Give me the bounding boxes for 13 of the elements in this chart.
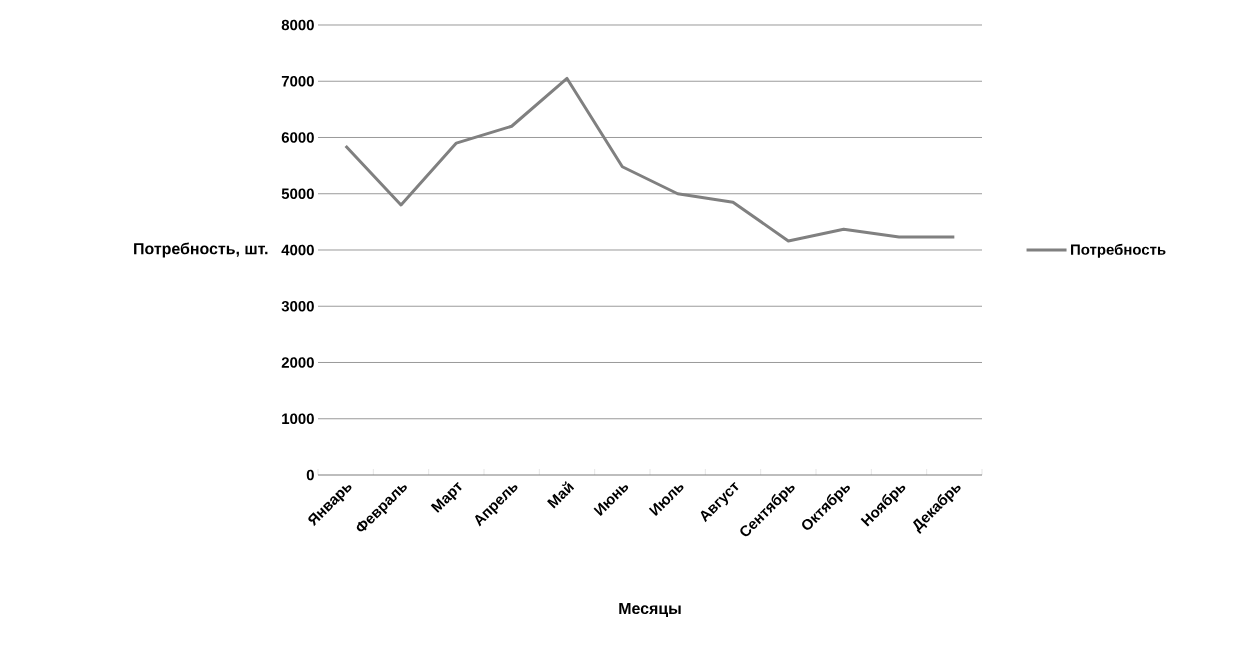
y-tick-label: 8000 [281, 19, 314, 31]
x-axis-title: Месяцы [619, 602, 681, 618]
line-series [344, 76, 956, 243]
y-tick-label: 0 [306, 469, 314, 481]
y-tick-label: 7000 [281, 75, 314, 87]
y-axis-title: Потребность, шт. [134, 242, 268, 258]
y-tick-label: 2000 [281, 357, 314, 368]
y-tick-label: 4000 [281, 244, 314, 256]
legend-label: Потребность [1071, 243, 1166, 258]
y-tick-label: 5000 [281, 188, 314, 200]
y-tick-label: 3000 [281, 300, 314, 312]
y-tick-label: 6000 [281, 132, 314, 143]
y-tick-label: 1000 [282, 413, 314, 425]
